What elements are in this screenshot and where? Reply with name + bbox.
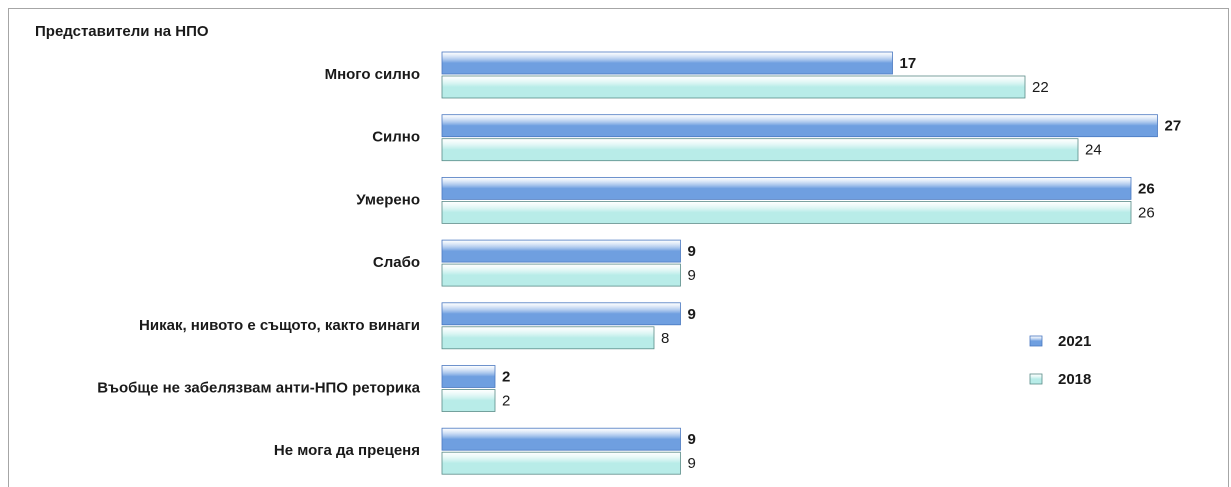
legend-swatch	[1029, 335, 1043, 347]
chart-title: Представители на НПО	[35, 23, 209, 40]
bar	[441, 427, 681, 451]
value-label: 26	[1138, 180, 1155, 197]
value-label: 9	[688, 243, 696, 260]
legend-swatch	[1029, 373, 1043, 385]
value-label: 27	[1165, 118, 1182, 135]
value-label: 24	[1085, 142, 1102, 159]
category-label: Много силно	[325, 66, 420, 83]
bar	[441, 176, 1132, 200]
bar	[441, 302, 681, 326]
bar	[441, 389, 496, 412]
bar	[441, 239, 681, 263]
bar	[441, 200, 1132, 224]
value-label: 8	[661, 330, 669, 347]
category-label: Въобще не забелязвам анти-НПО реторика	[97, 379, 420, 396]
value-label: 9	[688, 306, 696, 323]
bar	[441, 75, 1026, 99]
value-label: 2	[502, 392, 510, 409]
value-label: 9	[688, 267, 696, 284]
category-label: Умерено	[356, 191, 420, 208]
value-label: 17	[900, 55, 917, 72]
bar	[441, 114, 1158, 138]
value-label: 2	[502, 368, 510, 385]
bar	[441, 451, 681, 475]
category-label: Силно	[372, 129, 420, 146]
value-label: 22	[1032, 79, 1049, 96]
value-label: 9	[688, 455, 696, 472]
category-label: Слабо	[373, 254, 420, 271]
bar	[441, 263, 681, 287]
bar	[441, 138, 1079, 162]
category-label: Никак, нивото е същото, както винаги	[139, 317, 420, 334]
bar	[441, 51, 893, 75]
legend-label: 2018	[1058, 371, 1091, 388]
legend-label: 2021	[1058, 333, 1091, 350]
category-label: Не мога да преценя	[274, 442, 420, 459]
value-label: 9	[688, 431, 696, 448]
bar	[441, 326, 655, 350]
bar	[441, 365, 496, 388]
value-label: 26	[1138, 204, 1155, 221]
